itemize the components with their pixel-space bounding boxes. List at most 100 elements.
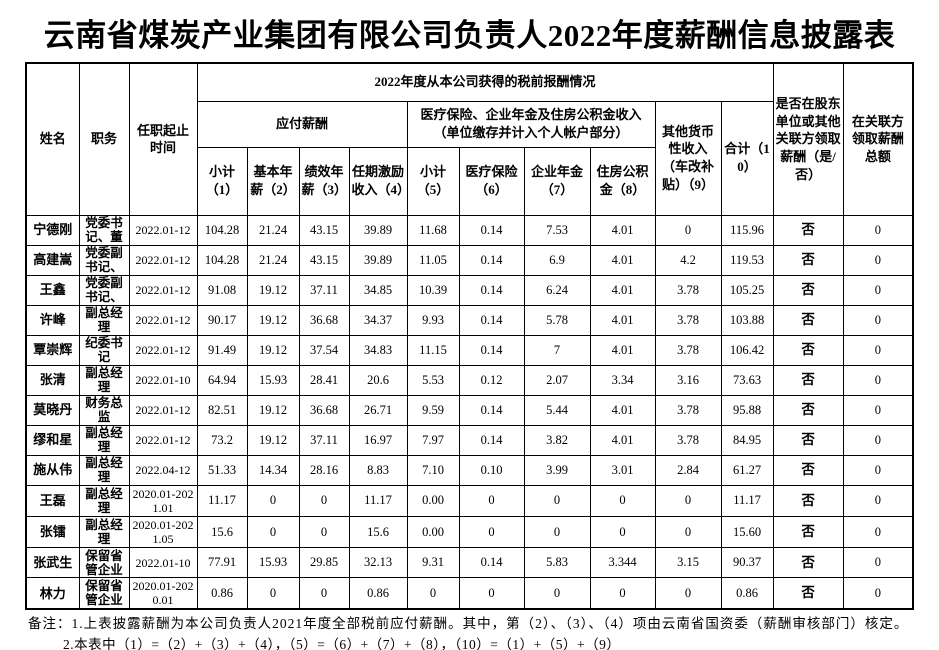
cell-base-salary: 21.24: [246, 214, 300, 246]
cell-total: 73.63: [720, 364, 774, 396]
cell-subtotal5: 9.93: [406, 304, 460, 336]
cell-position: 党委副书记、: [78, 274, 130, 306]
cell-base-salary: 19.12: [246, 394, 300, 426]
cell-housing-fund: 3.344: [589, 547, 656, 579]
cell-performance-salary: 36.68: [298, 394, 350, 426]
cell-term: 2022.01-10: [128, 364, 198, 396]
salary-disclosure-page: 云南省煤炭产业集团有限公司负责人2022年度薪酬信息披露表 姓名 职务 任职起止…: [0, 10, 939, 650]
cell-position: 纪委书记: [78, 334, 130, 366]
cell-performance-salary: 0: [298, 484, 350, 517]
cell-medical-insurance: 0: [458, 515, 525, 549]
cell-subtotal1: 91.49: [196, 334, 248, 366]
cell-medical-insurance: 0.14: [458, 547, 525, 579]
cell-subtotal1: 73.2: [196, 424, 248, 456]
cell-term: 2022.01-12: [128, 244, 198, 276]
cell-related-party-total: 0: [842, 484, 914, 517]
cell-tenure-incentive: 32.13: [348, 547, 408, 579]
cell-name: 张武生: [25, 547, 80, 579]
header-pretax-group: 2022年度从本公司获得的税前报酬情况: [196, 62, 774, 102]
header-performance-salary: 绩效年薪（3）: [298, 146, 350, 216]
cell-enterprise-annuity: 7.53: [523, 214, 591, 246]
cell-position: 副总经理: [78, 484, 130, 517]
header-name: 姓名: [25, 62, 80, 216]
cell-position: 副总经理: [78, 364, 130, 396]
table-row: 高建嵩 党委副书记、 2022.01-12 104.28 21.24 43.15 39.89…: [25, 244, 914, 276]
cell-name: 施从伟: [25, 454, 80, 486]
cell-shareholder-pay: 否: [772, 484, 844, 517]
cell-related-party-total: 0: [842, 244, 914, 276]
cell-related-party-total: 0: [842, 454, 914, 486]
cell-position: 党委副书记、: [78, 244, 130, 276]
salary-table-body: 宁德刚 党委书记、董 2022.01-12 104.28 21.24 43.15 39.89…: [25, 214, 914, 610]
cell-other-income: 3.78: [654, 394, 722, 426]
cell-term: 2022.01-12: [128, 424, 198, 456]
cell-subtotal1: 104.28: [196, 244, 248, 276]
cell-base-salary: 19.12: [246, 304, 300, 336]
cell-medical-insurance: 0.14: [458, 334, 525, 366]
cell-medical-insurance: 0.14: [458, 214, 525, 246]
header-subtotal1: 小计（1）: [196, 146, 248, 216]
cell-other-income: 4.2: [654, 244, 722, 276]
table-row: 许峰 副总经理 2022.01-12 90.17 19.12 36.68 34.37 9.93…: [25, 304, 914, 336]
cell-term: 2022.01-12: [128, 274, 198, 306]
cell-base-salary: 21.24: [246, 244, 300, 276]
cell-base-salary: 0: [246, 577, 300, 610]
cell-name: 林力: [25, 577, 80, 610]
cell-housing-fund: 4.01: [589, 304, 656, 336]
cell-shareholder-pay: 否: [772, 394, 844, 426]
header-enterprise-annuity: 企业年金（7）: [523, 146, 591, 216]
cell-shareholder-pay: 否: [772, 214, 844, 246]
cell-term: 2022.04-12: [128, 454, 198, 486]
cell-housing-fund: 4.01: [589, 244, 656, 276]
cell-tenure-incentive: 39.89: [348, 244, 408, 276]
cell-name: 覃崇辉: [25, 334, 80, 366]
cell-shareholder-pay: 否: [772, 577, 844, 610]
table-row: 王鑫 党委副书记、 2022.01-12 91.08 19.12 37.11 34.85 10…: [25, 274, 914, 306]
cell-term: 2020.01-2021.05: [128, 515, 198, 549]
cell-name: 张清: [25, 364, 80, 396]
cell-term: 2020.01-2021.01: [128, 484, 198, 517]
cell-medical-insurance: 0.14: [458, 424, 525, 456]
cell-subtotal5: 11.05: [406, 244, 460, 276]
cell-performance-salary: 37.11: [298, 424, 350, 456]
cell-term: 2022.01-12: [128, 214, 198, 246]
table-row: 张镭 副总经理 2020.01-2021.05 15.6 0 0 15.6 0.00 0 0 0 0 1…: [25, 515, 914, 549]
cell-other-income: 0: [654, 214, 722, 246]
cell-total: 95.88: [720, 394, 774, 426]
cell-total: 61.27: [720, 454, 774, 486]
cell-subtotal1: 90.17: [196, 304, 248, 336]
cell-position: 副总经理: [78, 454, 130, 486]
cell-other-income: 0: [654, 577, 722, 610]
cell-housing-fund: 4.01: [589, 274, 656, 306]
cell-medical-insurance: 0: [458, 577, 525, 610]
cell-other-income: 3.16: [654, 364, 722, 396]
cell-housing-fund: 3.34: [589, 364, 656, 396]
header-tenure-incentive: 任期激励收入（4）: [348, 146, 408, 216]
cell-medical-insurance: 0.10: [458, 454, 525, 486]
cell-related-party-total: 0: [842, 304, 914, 336]
cell-performance-salary: 28.16: [298, 454, 350, 486]
header-total: 合计（10）: [720, 100, 774, 216]
cell-enterprise-annuity: 3.82: [523, 424, 591, 456]
cell-enterprise-annuity: 3.99: [523, 454, 591, 486]
cell-performance-salary: 28.41: [298, 364, 350, 396]
cell-base-salary: 19.12: [246, 274, 300, 306]
cell-position: 保留省管企业: [78, 577, 130, 610]
cell-related-party-total: 0: [842, 334, 914, 366]
header-payable-group: 应付薪酬: [196, 100, 408, 148]
cell-name: 莫晓丹: [25, 394, 80, 426]
header-other-income: 其他货币性收入（车改补贴）（9）: [654, 100, 722, 216]
cell-term: 2022.01-12: [128, 394, 198, 426]
cell-tenure-incentive: 0.86: [348, 577, 408, 610]
cell-subtotal5: 0.00: [406, 515, 460, 549]
cell-name: 张镭: [25, 515, 80, 549]
cell-shareholder-pay: 否: [772, 274, 844, 306]
cell-subtotal5: 7.10: [406, 454, 460, 486]
footnotes: 备注：1.上表披露薪酬为本公司负责人2021年度全部税前应付薪酬。其中，第（2）…: [28, 614, 939, 650]
cell-shareholder-pay: 否: [772, 424, 844, 456]
cell-total: 119.53: [720, 244, 774, 276]
cell-enterprise-annuity: 6.24: [523, 274, 591, 306]
table-row: 张清 副总经理 2022.01-10 64.94 15.93 28.41 20.6 5.53 0…: [25, 364, 914, 396]
cell-enterprise-annuity: 5.44: [523, 394, 591, 426]
cell-base-salary: 19.12: [246, 424, 300, 456]
